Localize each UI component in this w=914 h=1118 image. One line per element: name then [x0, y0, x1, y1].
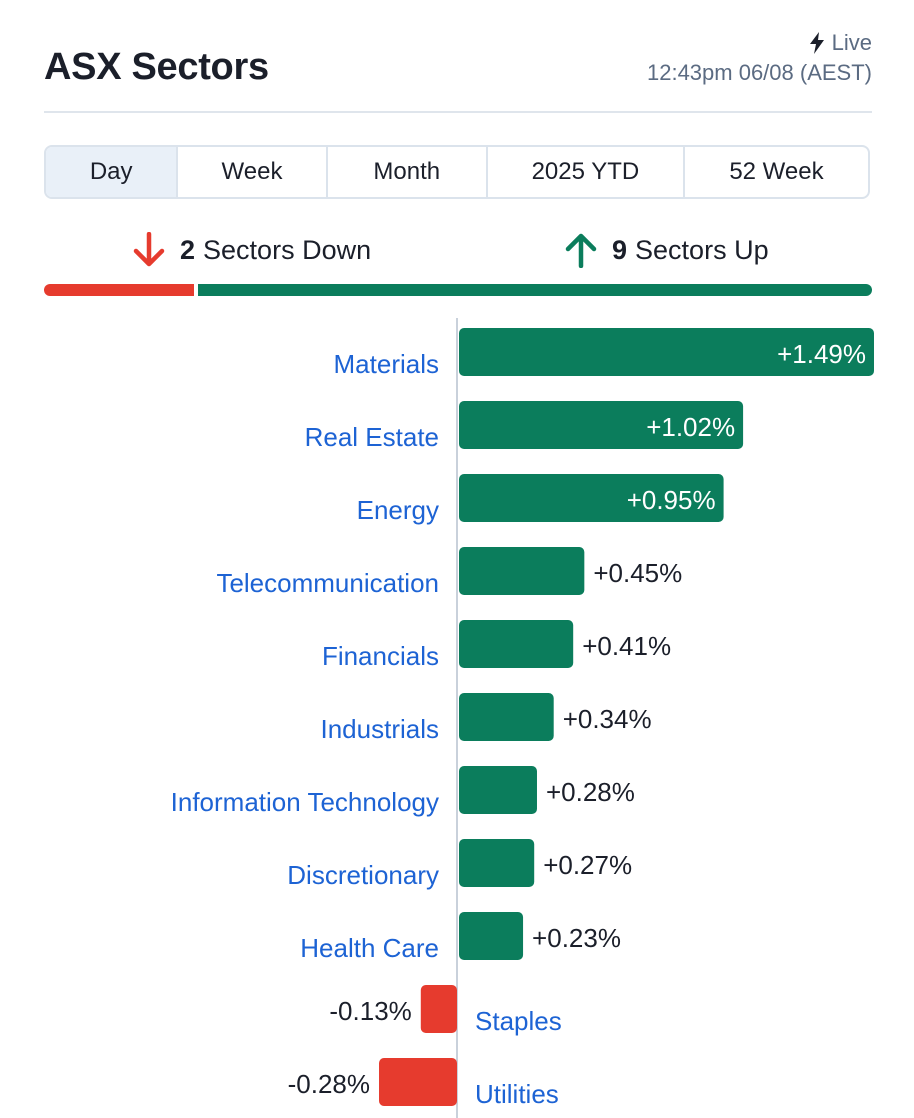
- value-label-health-care: +0.23%: [532, 923, 621, 953]
- tab-month[interactable]: Month: [328, 147, 488, 197]
- sectors-up-count: 9: [612, 234, 628, 265]
- sectors-down-count: 2: [180, 234, 196, 265]
- value-label-staples: -0.13%: [329, 996, 411, 1026]
- sector-label-health-care[interactable]: Health Care: [300, 933, 439, 963]
- bar-financials: [459, 620, 574, 668]
- ratio-bar-up: [197, 284, 872, 296]
- sectors-up-summary: 9 Sectors Up: [564, 232, 769, 268]
- value-label-discretionary: +0.27%: [543, 850, 632, 880]
- tab-week[interactable]: Week: [178, 147, 328, 197]
- tab-2025-ytd[interactable]: 2025 YTD: [488, 147, 685, 197]
- sector-label-information-technology[interactable]: Information Technology: [171, 787, 439, 817]
- bar-telecommunication: [459, 547, 585, 595]
- up-down-ratio-bar: [44, 284, 872, 296]
- page-title: ASX Sectors: [44, 46, 269, 88]
- sectors-down-label: Sectors Down: [203, 234, 372, 265]
- sector-label-telecommunication[interactable]: Telecommunication: [216, 568, 439, 598]
- sector-label-real-estate[interactable]: Real Estate: [305, 422, 439, 452]
- ratio-bar-down: [44, 284, 194, 296]
- bar-real-estate: [459, 401, 744, 449]
- sectors-down-summary: 2 Sectors Down: [132, 232, 371, 268]
- value-label-information-technology: +0.28%: [546, 777, 635, 807]
- value-label-materials: +1.49%: [777, 339, 866, 369]
- live-indicator: Live: [808, 30, 872, 56]
- sector-label-financials[interactable]: Financials: [322, 641, 439, 671]
- arrow-up-icon: [565, 233, 597, 268]
- period-tabs: Day Week Month 2025 YTD 52 Week: [44, 145, 870, 199]
- sector-label-energy[interactable]: Energy: [357, 495, 439, 525]
- bar-industrials: [459, 693, 554, 741]
- value-label-energy: +0.95%: [627, 485, 716, 515]
- value-label-real-estate: +1.02%: [646, 412, 735, 442]
- sector-label-staples[interactable]: Staples: [475, 1006, 562, 1036]
- tab-day[interactable]: Day: [46, 147, 179, 197]
- value-label-utilities: -0.28%: [288, 1069, 370, 1099]
- bar-utilities: [379, 1058, 457, 1106]
- header-divider: [44, 111, 872, 113]
- value-label-financials: +0.41%: [582, 631, 671, 661]
- value-label-telecommunication: +0.45%: [593, 558, 682, 588]
- lightning-bolt-icon: [809, 32, 824, 54]
- sector-label-utilities[interactable]: Utilities: [475, 1079, 559, 1109]
- live-label: Live: [831, 30, 872, 55]
- value-label-industrials: +0.34%: [563, 704, 652, 734]
- sector-label-discretionary[interactable]: Discretionary: [287, 860, 439, 890]
- tab-52-week[interactable]: 52 Week: [729, 158, 824, 185]
- bar-materials: [459, 328, 874, 376]
- sector-label-materials[interactable]: Materials: [334, 349, 439, 379]
- sectors-up-label: Sectors Up: [635, 234, 769, 265]
- bar-information-technology: [459, 766, 537, 814]
- bar-energy: [459, 474, 724, 522]
- sector-label-industrials[interactable]: Industrials: [321, 714, 440, 744]
- arrow-down-icon: [133, 232, 165, 267]
- bar-staples: [420, 985, 457, 1033]
- timestamp: 12:43pm 06/08 (AEST): [646, 60, 872, 85]
- bar-health-care: [459, 912, 524, 960]
- bar-discretionary: [459, 839, 535, 887]
- sector-bar-chart: Materials +1.49% Real Estate +1.02% Energy +0…: [171, 318, 874, 1118]
